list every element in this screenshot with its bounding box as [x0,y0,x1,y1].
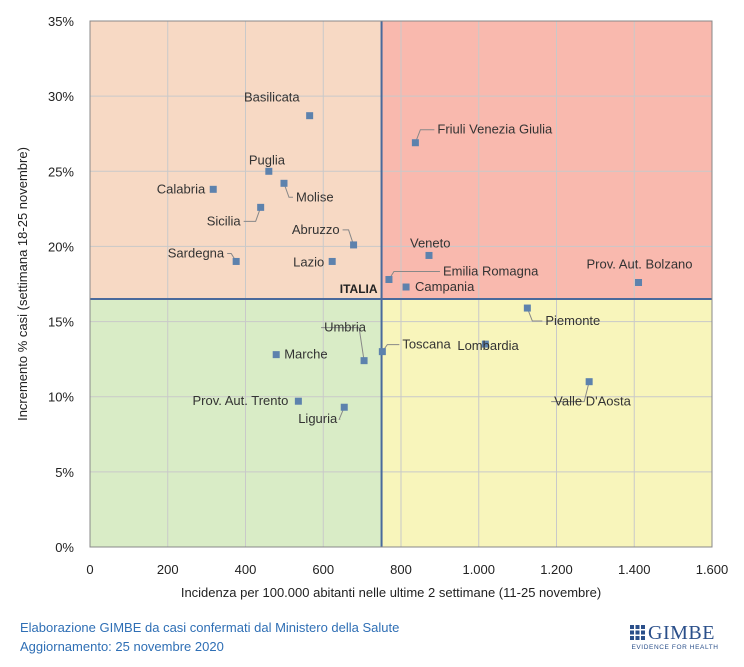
leader-liguria [338,407,345,420]
x-tick-label: 600 [312,562,334,577]
label-liguria: Liguria [298,411,338,426]
leader-molise [283,183,293,198]
footer-source: Elaborazione GIMBE da casi confermati da… [20,620,400,635]
point-lombardia [481,340,489,348]
x-tick-label: 1.000 [462,562,495,577]
label-valle-d-aosta: Valle D'Aosta [554,394,631,409]
x-tick-label: 1.600 [696,562,729,577]
point-sardegna [232,257,240,265]
data-points [209,112,643,411]
label-piemonte: Piemonte [545,313,600,328]
label-emilia-romagna: Emilia Romagna [443,263,539,278]
footer-update: Aggiornamento: 25 novembre 2020 [20,639,224,654]
y-tick-label: 15% [48,315,74,330]
quadrant-top-left [90,21,382,300]
logo-word: GIMBE [648,622,715,644]
x-tick-label: 0 [86,562,93,577]
point-sicilia [257,203,265,211]
leader-friuli-venezia-giulia [414,129,435,143]
point-toscana [378,348,386,356]
data-labels: Basilicata Friuli Venezia Giulia Puglia Mol… [157,90,693,427]
point-prov-aut-bolzano [635,278,643,286]
label-prov-aut-trento: Prov. Aut. Trento [192,393,288,408]
y-tick-label: 20% [48,239,74,254]
label-molise: Molise [296,189,334,204]
point-puglia [265,167,273,175]
leader-valle-d-aosta [551,381,590,403]
y-axis-ticks: 0% 5% 10% 15% 20% 25% 30% 35% [48,14,74,555]
point-campania [402,283,410,291]
point-prov-aut-trento [294,397,302,405]
point-lazio [328,257,336,265]
label-puglia: Puglia [249,152,286,167]
label-prov-aut-bolzano: Prov. Aut. Bolzano [587,256,693,271]
quadrant-backgrounds [90,21,712,547]
leader-abruzzo [342,229,355,246]
scatter-chart: 0% 5% 10% 15% 20% 25% 30% 35% 0 200 400 600 800 1.00… [15,14,728,600]
x-axis-title: Incidenza per 100.000 abitanti nelle ult… [181,585,601,600]
point-basilicata [306,112,314,120]
leader-umbria [321,327,365,361]
plot-frame [89,20,713,548]
point-marche [272,351,280,359]
label-toscana: Toscana [402,337,451,352]
x-tick-label: 800 [390,562,412,577]
point-liguria [340,403,348,411]
leader-sicilia [243,207,262,222]
x-tick-label: 1.400 [618,562,651,577]
label-abruzzo: Abruzzo [292,222,340,237]
logo-tagline: EVIDENCE FOR HEALTH [631,644,719,651]
point-emilia-romagna [385,275,393,283]
point-abruzzo [350,241,358,249]
label-lazio: Lazio [293,254,324,269]
point-valle-d-aosta [585,378,593,386]
point-veneto [425,251,433,259]
label-basilicata: Basilicata [244,90,300,105]
y-axis-title: Incremento % casi (settimana 18-25 novem… [15,147,30,421]
point-friuli-venezia-giulia [411,139,419,147]
label-marche: Marche [284,347,327,362]
point-molise [280,179,288,187]
point-piemonte [523,304,531,312]
quadrant-bottom-right [381,299,712,547]
y-tick-label: 5% [55,465,74,480]
label-friuli-venezia-giulia: Friuli Venezia Giulia [437,122,553,137]
x-tick-label: 400 [235,562,257,577]
y-tick-label: 10% [48,390,74,405]
label-campania: Campania [415,279,475,294]
quadrant-top-right [381,21,712,300]
x-tick-label: 1.200 [540,562,573,577]
y-tick-label: 35% [48,14,74,29]
y-tick-label: 0% [55,540,74,555]
x-axis-ticks: 0 200 400 600 800 1.000 1.200 1.400 1.600 [86,562,728,577]
leader-piemonte [526,307,543,322]
label-veneto: Veneto [410,235,451,250]
label-lombardia: Lombardia [457,338,519,353]
quadrant-bottom-left [90,299,382,547]
label-calabria: Calabria [157,181,206,196]
italia-reference-lines [90,21,712,547]
label-sicilia: Sicilia [207,213,242,228]
gimbe-mark-icon [630,625,645,640]
label-umbria: Umbria [324,320,367,335]
point-umbria [360,357,368,365]
italia-label: ITALIA [340,282,378,296]
gimbe-logo: GIMBE EVIDENCE FOR HEALTH [630,622,720,654]
x-tick-label: 200 [157,562,179,577]
y-tick-label: 25% [48,164,74,179]
label-sardegna: Sardegna [168,245,225,260]
point-calabria [209,185,217,193]
y-tick-label: 30% [48,89,74,104]
